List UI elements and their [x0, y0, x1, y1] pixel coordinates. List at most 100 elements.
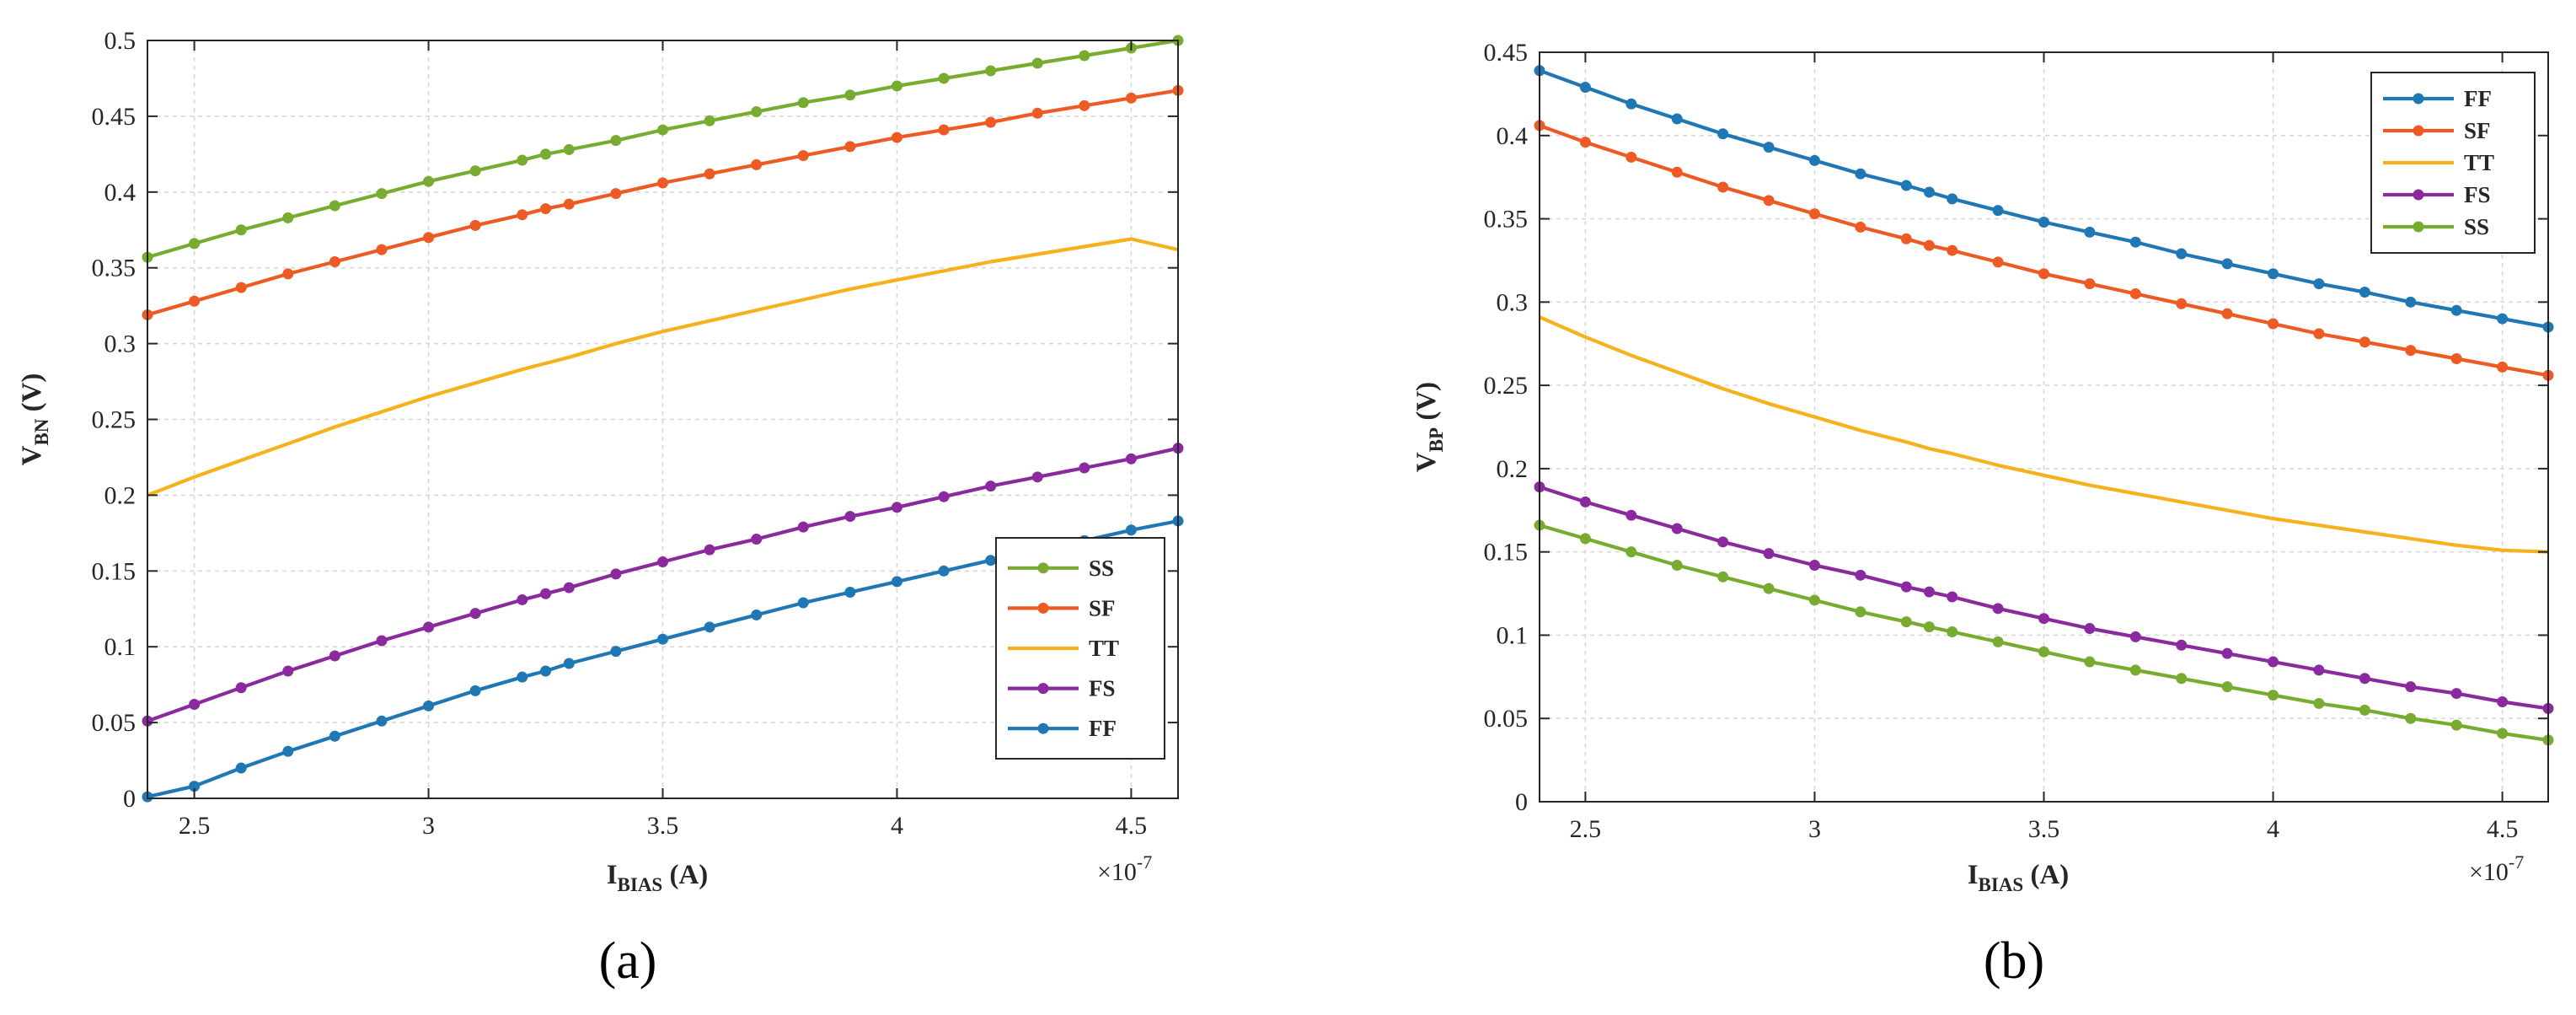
chart1-legend-label-tt: TT: [1089, 636, 1119, 661]
chart2-series-sf-point: [1923, 239, 1935, 251]
chart2-series-ff-point: [2268, 268, 2279, 280]
chart1-legend-marker-ff: [1037, 722, 1049, 734]
chart1-x-tick-label: 3.5: [647, 812, 679, 840]
chart1-legend: SS SF TT FS FF: [995, 537, 1165, 760]
chart2-series-fs-point: [1763, 548, 1775, 560]
chart1-y-tick-label: 0.4: [104, 179, 137, 207]
chart2-series-ss-point: [2084, 656, 2096, 668]
chart2-x-axis-label: IBIAS (A): [1968, 860, 2070, 895]
chart2-legend-marker-fs: [2413, 189, 2424, 201]
chart1-series-ff-point: [235, 762, 247, 774]
chart1-x-tick-label: 4.5: [1116, 812, 1148, 840]
chart1-series-sf-point: [938, 124, 950, 136]
chart1-series-ss-point: [751, 106, 763, 118]
chart2-series-sf-point: [1947, 244, 1958, 256]
chart2-y-tick-label: 0.2: [1497, 455, 1529, 483]
chart1-series-sf-point: [1125, 92, 1137, 104]
chart2-series-ss-point: [1717, 571, 1729, 583]
chart2-series-sf-point: [1763, 195, 1775, 207]
chart2-plot: 2.5 3 3.5 4 4.5 0 0.05 0.1 0.15 0.2 0.25 0.3 0.35 0.4…: [1411, 39, 2554, 990]
chart1-series-ss-point: [517, 154, 528, 166]
chart1-series-sf-point: [376, 244, 388, 255]
chart2-series-ff-point: [2359, 286, 2370, 298]
chart1-series-ff-point: [891, 576, 902, 588]
chart2-series-fs-point: [2268, 656, 2279, 668]
chart2-series-fs-point: [1947, 591, 1958, 603]
chart2-series-ff-point: [2497, 313, 2509, 325]
chart1-series-sf-point: [657, 177, 668, 189]
chart1-series-sf-point: [189, 295, 201, 307]
chart2-series-fs-point: [2176, 639, 2188, 651]
chart2-series-fs-line: [1539, 485, 2549, 711]
chart1-series-ff-point: [540, 665, 552, 677]
chart2-series-fs-point: [1625, 509, 1637, 521]
chart1-series-fs-point: [751, 534, 763, 545]
chart1-series-fs-point: [844, 511, 856, 523]
chart1-series-sf-point: [891, 132, 902, 143]
chart1-series-ss-point: [1031, 57, 1043, 69]
chart2-x-tick-label: 3.5: [2028, 815, 2060, 843]
chart1-y-tick-label: 0.2: [104, 481, 137, 509]
chart1-series-fs-point: [563, 582, 575, 593]
chart1-y-tick-label: 0.15: [92, 557, 137, 585]
chart2-legend-marker-sf: [2413, 125, 2424, 137]
chart1-legend-label-ff: FF: [1089, 716, 1117, 741]
chart2-series-sf-point: [2450, 353, 2462, 365]
chart1-series-fs-point: [657, 556, 668, 568]
chart1-series-ss-point: [657, 124, 668, 136]
chart2-y-tick-label: 0.35: [1484, 206, 1529, 234]
chart1-series-fs-point: [704, 544, 715, 556]
chart2-series-fs-point: [1808, 559, 1820, 571]
chart2-y-tick-label: 0.15: [1484, 539, 1529, 567]
chart2-series-sf-point: [2405, 345, 2417, 357]
chart2-y-axis-label: VBP (V): [1411, 382, 1447, 472]
chart2-series-fs-point: [2084, 623, 2096, 635]
chart1-y-tick-label: 0.25: [92, 406, 137, 434]
chart2-series-sf-point: [2129, 287, 2141, 299]
chart1-series-ff-point: [282, 745, 294, 757]
chart1-series-ss-point: [985, 65, 997, 77]
chart1-series-fs-line: [147, 446, 1179, 723]
chart2-panel-label: (b): [1984, 932, 2044, 990]
chart2-series-sf-point: [2359, 336, 2370, 348]
chart1-series-ff-point: [704, 621, 715, 633]
chart1-series-ff-point: [985, 555, 997, 567]
chart1-series-fs-point: [469, 608, 481, 620]
chart2-series-fs-point: [2450, 688, 2462, 700]
chart2-series-ff-point: [2221, 258, 2233, 270]
chart1-series-sf-point: [797, 150, 809, 162]
chart1-panel-label: (a): [599, 932, 657, 990]
chart2-series-ss-point: [1763, 583, 1775, 594]
chart2-series-ff-point: [1579, 81, 1591, 93]
chart2-x-tick-label: 4: [2267, 815, 2279, 843]
chart1-series-fs-point: [423, 621, 435, 633]
chart2-series-ss-line: [1539, 524, 2549, 742]
chart2-series-ss-point: [2405, 712, 2417, 724]
chart2-series-fs-point: [1992, 603, 2004, 615]
chart1-y-tick-label: 0.1: [104, 633, 137, 661]
chart1-series-fs-point: [517, 593, 528, 605]
chart1-series-ss-line: [147, 38, 1179, 260]
chart1-series-fs-point: [282, 665, 294, 677]
chart2-series-ss-point: [2176, 673, 2188, 685]
chart2-series-ff-point: [1923, 186, 1935, 198]
chart2-series-ff-line: [1539, 68, 2549, 330]
chart1-series-sf-point: [423, 232, 435, 244]
chart1-series-ss-point: [329, 200, 340, 212]
chart2-series-sf-point: [2221, 308, 2233, 320]
chart1-legend-label-ss: SS: [1089, 556, 1114, 581]
chart2-series-ss-point: [2221, 681, 2233, 693]
chart2-series-ss-point: [2497, 728, 2509, 739]
chart1-legend-marker-ss: [1037, 562, 1049, 574]
chart2-series-ss-point: [1579, 533, 1591, 545]
chart2-series-sf-point: [1671, 166, 1683, 178]
chart2-series-fs-point: [1579, 496, 1591, 508]
chart2-series-ff-point: [1855, 168, 1866, 180]
chart2-series-ff-point: [2038, 217, 2049, 228]
chart1-series-sf-point: [469, 219, 481, 231]
chart2-series-ff-point: [1763, 142, 1775, 153]
chart2-series-sf-point: [1579, 137, 1591, 148]
chart2-series-sf-point: [2038, 268, 2049, 280]
chart1-series-ff-point: [563, 658, 575, 669]
chart1-series-ff-point: [751, 609, 763, 620]
